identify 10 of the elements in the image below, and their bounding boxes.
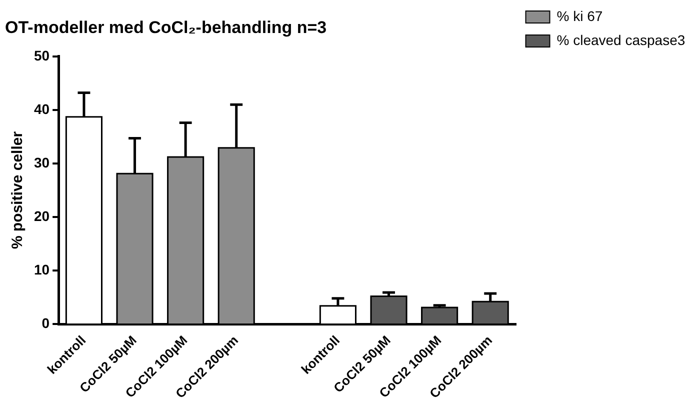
y-tick-label: 20 xyxy=(34,208,50,224)
y-tick-label: 0 xyxy=(42,314,50,331)
y-tick-label: 30 xyxy=(34,154,50,170)
y-tick-label: 40 xyxy=(34,100,50,117)
y-tick-label: 10 xyxy=(34,261,50,278)
legend-label: % ki 67 xyxy=(556,8,603,24)
legend-label: % cleaved caspase3 xyxy=(556,32,686,48)
y-axis-title: % positive celler xyxy=(9,131,26,250)
y-tick-label: 50 xyxy=(34,47,50,64)
chart-title: OT-modeller med CoCl₂-behandling n=3 xyxy=(5,18,327,37)
